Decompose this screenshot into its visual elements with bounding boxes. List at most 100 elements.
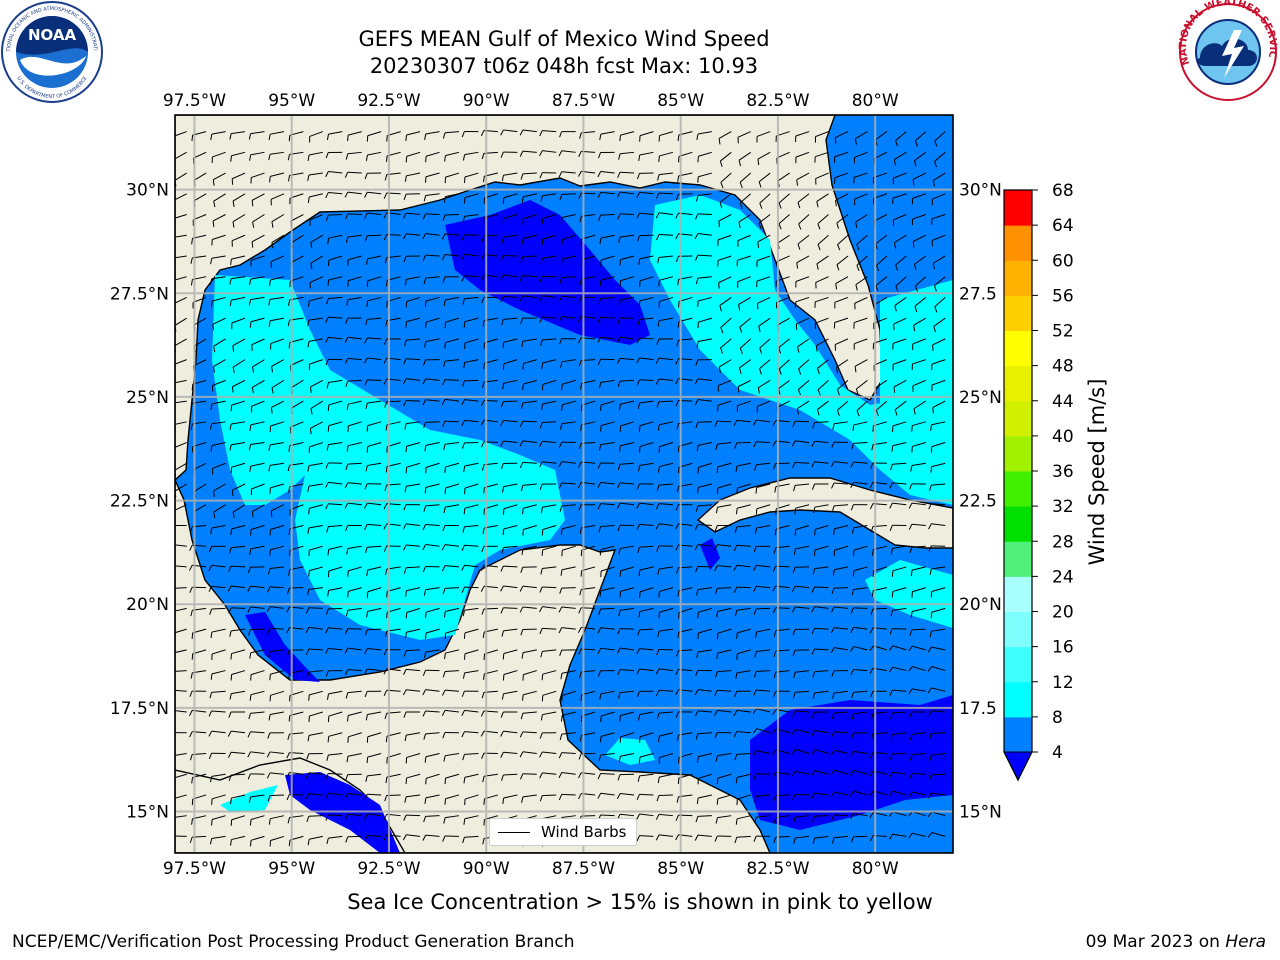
wind-barb (268, 649, 284, 658)
wind-barb (309, 421, 324, 435)
wind-barb (444, 773, 460, 785)
wind-barb (656, 338, 673, 345)
wind-barb (327, 421, 343, 432)
wind-barb (500, 255, 518, 262)
wind-barb (307, 732, 323, 742)
wind-barb (539, 794, 557, 802)
colorbar-segment-12 (1004, 295, 1032, 331)
wind-barb (229, 296, 246, 307)
wind-barb (520, 255, 537, 263)
wind-barb (928, 503, 946, 510)
wind-barb (405, 317, 421, 328)
lat-tick-left-0: 30°N (126, 181, 169, 201)
wind-barb (833, 317, 849, 329)
wind-barb (811, 749, 829, 755)
wind-barb (366, 607, 382, 618)
wind-barb (719, 151, 732, 167)
wind-barb (558, 772, 576, 779)
wind-barb (797, 193, 810, 209)
wind-barb (461, 234, 479, 241)
wind-barb (636, 648, 654, 655)
wind-barb (889, 482, 907, 489)
wind-barb (908, 645, 926, 652)
wind-barb (892, 214, 907, 226)
wind-barb (250, 670, 265, 681)
wind-barb (443, 753, 460, 762)
wind-barb (811, 606, 829, 613)
wind-barb (718, 131, 732, 145)
wind-barb (310, 255, 324, 270)
wind-barb (541, 690, 557, 702)
wind-barb (502, 214, 518, 225)
wind-barb (816, 255, 829, 270)
wind-barb (755, 483, 771, 494)
wind-barb (914, 276, 927, 292)
wind-barb (326, 131, 343, 141)
wind-barb (268, 296, 284, 306)
wind-barb (461, 690, 479, 697)
wind-barb (213, 193, 226, 208)
wind-barb (836, 214, 849, 229)
wind-barb (696, 193, 712, 202)
wind-barb (232, 338, 246, 352)
wind-barb (559, 421, 576, 430)
wind-barb (811, 461, 829, 468)
wind-barb (309, 214, 324, 226)
wind-barb (617, 462, 635, 471)
wind-barb (733, 544, 751, 551)
lon-tick-bottom-5: 85°W (657, 859, 704, 879)
wind-barb (598, 379, 615, 389)
wind-barb (364, 690, 382, 698)
wind-barb (914, 131, 927, 147)
wind-barb (758, 317, 771, 333)
wind-barb (814, 296, 829, 308)
wind-barb (267, 794, 284, 802)
wind-barb (325, 670, 343, 677)
wind-barb (933, 317, 946, 333)
wind-barb (599, 732, 615, 743)
wind-barb (617, 379, 635, 387)
blue-region-north-gulf (445, 200, 650, 345)
wind-barb (909, 711, 926, 718)
lat-tick-right-1: 27.5 (959, 284, 997, 304)
wind-barb (212, 214, 226, 227)
wind-barb (636, 690, 654, 698)
wind-barb (656, 648, 673, 656)
wind-barb (270, 193, 285, 206)
wind-barb (889, 502, 907, 509)
wind-barb (403, 193, 421, 201)
wind-barb (929, 732, 946, 740)
wind-barb (444, 794, 460, 805)
wind-barb (307, 835, 323, 846)
wind-barb (364, 357, 382, 364)
wind-barb (521, 338, 537, 348)
wind-barb (213, 338, 226, 353)
wind-barb (655, 212, 673, 219)
wind-barb (894, 297, 907, 312)
wind-barb (308, 566, 323, 577)
wind-barb (561, 234, 576, 246)
wind-barb (310, 234, 324, 249)
wind-barb (540, 649, 557, 658)
wind-barb (461, 442, 479, 449)
wind-barb (656, 545, 673, 552)
wind-barb (405, 442, 421, 453)
wind-barb (307, 317, 323, 327)
wind-barb (558, 482, 576, 489)
wind-barb (463, 815, 479, 825)
wind-barb (327, 711, 343, 723)
colorbar-segment-0 (1004, 716, 1032, 753)
colorbar-segment-11 (1004, 330, 1032, 367)
wind-barb (249, 545, 265, 555)
wind-barb (404, 276, 421, 286)
wind-barb (559, 649, 576, 656)
wind-barb (305, 607, 323, 614)
wind-barb (404, 483, 421, 493)
wind-barb (249, 151, 265, 161)
wind-barb (793, 815, 810, 823)
wind-barb (250, 835, 265, 847)
wind-barb (229, 421, 246, 431)
wind-barb (812, 670, 829, 678)
wind-barb (306, 670, 323, 678)
